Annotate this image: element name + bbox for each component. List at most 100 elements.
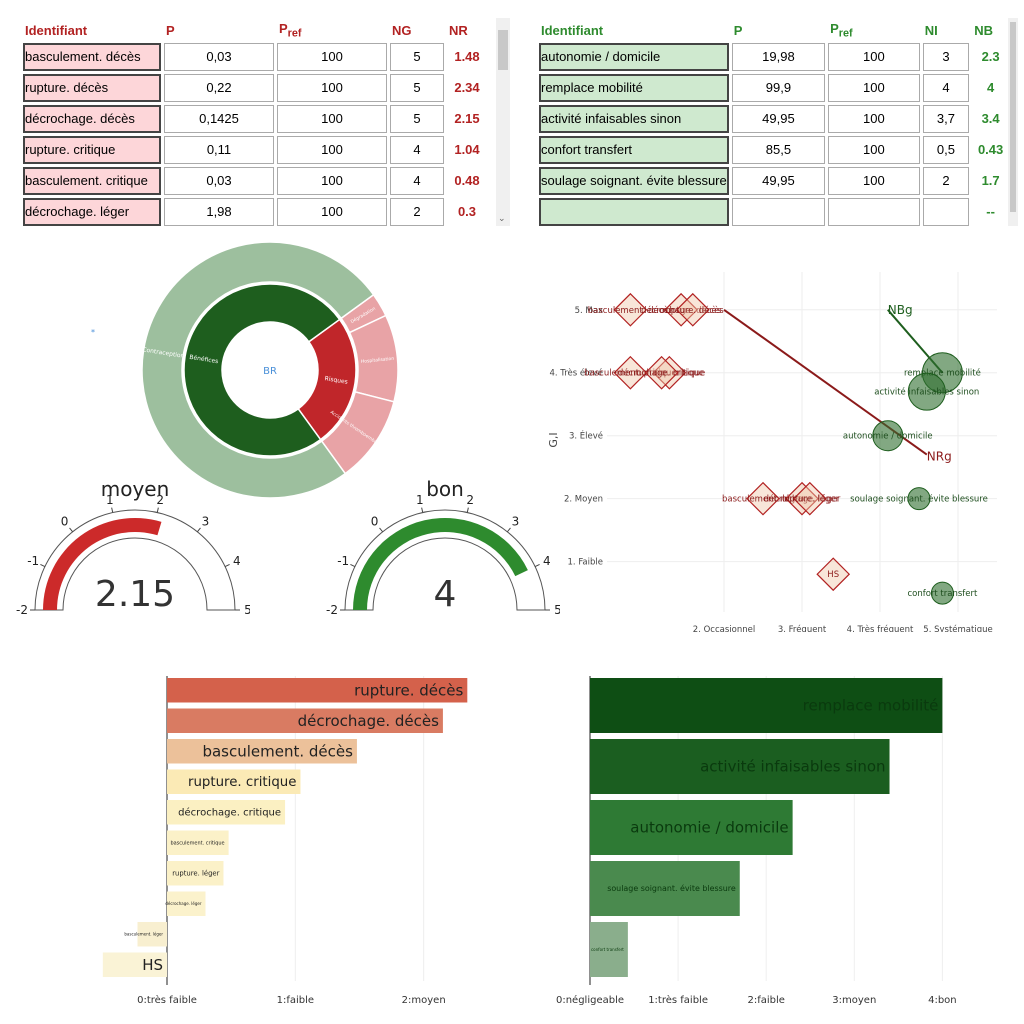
benefit-cell-pref[interactable]: 100 bbox=[828, 135, 920, 164]
risk-scroll-down-icon[interactable]: ⌄ bbox=[498, 214, 506, 224]
risk-cell-pref[interactable]: 100 bbox=[277, 135, 387, 164]
bar-label: rupture. léger bbox=[172, 870, 219, 878]
risk-cell-id[interactable]: décrochage. décès bbox=[23, 104, 161, 133]
bar[interactable] bbox=[167, 708, 443, 734]
bar[interactable] bbox=[167, 830, 229, 856]
benefit-cell-ni[interactable]: 2 bbox=[922, 166, 970, 195]
risk-cell-p[interactable]: 0,03 bbox=[164, 42, 274, 71]
bar[interactable] bbox=[590, 739, 890, 794]
risk-cell-ng[interactable]: 4 bbox=[390, 135, 444, 164]
benefit-cell-p[interactable]: 49,95 bbox=[731, 166, 826, 195]
risk-cell-p[interactable]: 0,11 bbox=[164, 135, 274, 164]
risk-cell-pref[interactable]: 100 bbox=[277, 42, 387, 71]
scatter-risk-point[interactable] bbox=[675, 292, 710, 327]
bar-x-tick: 0:négligeable bbox=[556, 994, 624, 1006]
risk-header-ng: NG bbox=[392, 22, 412, 38]
risk-cell-id[interactable]: décrochage. léger bbox=[23, 197, 161, 226]
gauge-title: moyen bbox=[101, 477, 170, 501]
gauge-tick-label: -1 bbox=[337, 554, 349, 568]
gauge-tick-label: 0 bbox=[371, 515, 379, 529]
benefit-cell-pref[interactable]: 100 bbox=[828, 166, 920, 195]
bar-x-tick: 4:bon bbox=[928, 995, 957, 1006]
scatter-risk-point[interactable] bbox=[613, 355, 648, 390]
benefit-cell-ni[interactable]: 4 bbox=[922, 73, 970, 102]
risk-cell-pref[interactable]: 100 bbox=[277, 73, 387, 102]
benefit-row: autonomie / domicile 19,98 100 3 2.3 bbox=[539, 42, 1009, 71]
risk-cell-pref[interactable]: 100 bbox=[277, 104, 387, 133]
benefit-cell-ni[interactable]: 0,5 bbox=[922, 135, 970, 164]
benefit-cell-p[interactable]: 99,9 bbox=[731, 73, 826, 102]
benefit-cell-id[interactable] bbox=[539, 197, 729, 226]
scatter-benefit-label: activité infaisables sinon bbox=[874, 387, 979, 398]
risk-cell-p[interactable]: 0,03 bbox=[164, 166, 274, 195]
sunburst-inner-slice[interactable] bbox=[183, 283, 341, 457]
risk-cell-ng[interactable]: 5 bbox=[390, 42, 444, 71]
benefit-cell-p[interactable]: 49,95 bbox=[731, 104, 826, 133]
bar[interactable] bbox=[590, 678, 943, 733]
scatter-risk-point[interactable] bbox=[746, 481, 780, 516]
scatter-risk-point[interactable] bbox=[792, 481, 827, 516]
benefit-cell-ni[interactable]: 3 bbox=[922, 42, 970, 71]
scatter-benefit-point[interactable] bbox=[907, 487, 931, 511]
scatter-risk-point[interactable] bbox=[785, 481, 819, 516]
risk-cell-ng[interactable]: 5 bbox=[390, 104, 444, 133]
risk-cell-ng[interactable]: 5 bbox=[390, 73, 444, 102]
sunburst-outer-slice[interactable] bbox=[141, 241, 375, 499]
bar[interactable] bbox=[590, 861, 740, 916]
scatter-risk-point[interactable] bbox=[644, 355, 679, 390]
scatter-risk-label: rupture. léger bbox=[780, 494, 839, 505]
scatter-benefit-point[interactable] bbox=[930, 581, 954, 605]
bar[interactable] bbox=[167, 739, 357, 764]
risk-scroll-thumb[interactable] bbox=[498, 30, 508, 70]
bar[interactable] bbox=[590, 800, 793, 855]
bar-label: HS bbox=[142, 956, 163, 974]
benefit-cell-pref[interactable] bbox=[828, 197, 920, 226]
risk-header-id: Identifiant bbox=[25, 22, 88, 38]
scatter-risk-point[interactable] bbox=[652, 355, 687, 390]
risk-cell-id[interactable]: rupture. décès bbox=[23, 73, 161, 102]
risk-cell-ng[interactable]: 4 bbox=[390, 166, 444, 195]
risk-table-scrollbar[interactable]: ⌄ bbox=[496, 18, 510, 226]
benefit-cell-id[interactable]: activité infaisables sinon bbox=[539, 104, 729, 133]
scatter-risk-point[interactable] bbox=[613, 292, 648, 327]
benefit-cell-p[interactable]: 19,98 bbox=[731, 42, 826, 71]
benefit-cell-id[interactable]: autonomie / domicile bbox=[539, 42, 729, 71]
benefit-header-nb: NB bbox=[974, 22, 993, 38]
scatter-benefit-point[interactable] bbox=[872, 420, 904, 452]
gauge-tick bbox=[156, 507, 159, 513]
bar[interactable] bbox=[167, 678, 468, 703]
benefit-scroll-thumb[interactable] bbox=[1010, 22, 1016, 212]
benefit-cell-p[interactable] bbox=[731, 197, 826, 226]
risk-cell-ng[interactable]: 2 bbox=[390, 197, 444, 226]
risk-cell-pref[interactable]: 100 bbox=[277, 166, 387, 195]
benefit-cell-p[interactable]: 85,5 bbox=[731, 135, 826, 164]
sunburst-inner-label: Risques bbox=[324, 375, 348, 386]
risk-cell-pref[interactable]: 100 bbox=[277, 197, 387, 226]
scatter-risk-point[interactable] bbox=[664, 292, 698, 327]
benefit-cell-ni[interactable] bbox=[922, 197, 970, 226]
bar[interactable] bbox=[167, 861, 224, 886]
bar[interactable] bbox=[590, 922, 628, 977]
risk-cell-id[interactable]: basculement. décès bbox=[23, 42, 161, 71]
benefit-cell-pref[interactable]: 100 bbox=[828, 42, 920, 71]
bar[interactable] bbox=[167, 800, 286, 825]
risk-cell-p[interactable]: 1,98 bbox=[164, 197, 274, 226]
bar[interactable] bbox=[167, 891, 206, 917]
gauge-tick bbox=[350, 563, 356, 568]
risk-cell-p[interactable]: 0,22 bbox=[164, 73, 274, 102]
benefit-cell-pref[interactable]: 100 bbox=[828, 73, 920, 102]
risk-cell-id[interactable]: basculement. critique bbox=[23, 166, 161, 195]
bar[interactable] bbox=[167, 769, 301, 795]
benefit-cell-id[interactable]: remplace mobilité bbox=[539, 73, 729, 102]
benefit-cell-id[interactable]: confort transfert bbox=[539, 135, 729, 164]
scatter-risk-point[interactable] bbox=[816, 557, 851, 592]
benefit-cell-pref[interactable]: 100 bbox=[828, 104, 920, 133]
bar[interactable] bbox=[137, 922, 167, 947]
risk-cell-id[interactable]: rupture. critique bbox=[23, 135, 161, 164]
benefit-table-scrollbar[interactable] bbox=[1008, 18, 1018, 226]
bar[interactable] bbox=[102, 952, 167, 978]
benefit-cell-id[interactable]: soulage soignant. évite blessure bbox=[539, 166, 729, 195]
benefit-cell-ni[interactable]: 3,7 bbox=[922, 104, 970, 133]
scatter-benefit-point[interactable] bbox=[907, 372, 946, 411]
risk-cell-p[interactable]: 0,1425 bbox=[164, 104, 274, 133]
